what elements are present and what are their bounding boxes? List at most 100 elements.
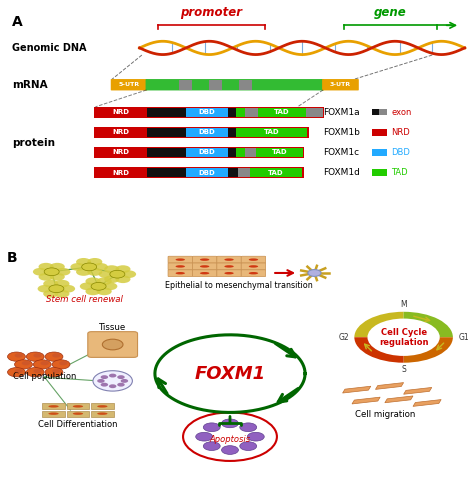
Circle shape [38, 273, 54, 281]
Text: G2: G2 [339, 333, 350, 342]
Circle shape [117, 375, 125, 379]
Circle shape [76, 268, 91, 276]
Text: NRD: NRD [112, 170, 129, 176]
Ellipse shape [73, 405, 83, 407]
Ellipse shape [249, 265, 258, 268]
Bar [67, 411, 89, 417]
Text: 5-UTR: 5-UTR [118, 82, 140, 87]
Circle shape [71, 263, 85, 271]
FancyBboxPatch shape [241, 256, 265, 263]
FancyBboxPatch shape [192, 270, 217, 277]
Circle shape [52, 369, 61, 373]
Circle shape [102, 283, 118, 290]
Circle shape [100, 383, 108, 387]
Circle shape [8, 352, 26, 361]
Bar [245, 148, 256, 157]
Circle shape [247, 432, 264, 441]
Circle shape [82, 263, 97, 271]
Circle shape [60, 285, 75, 293]
FancyBboxPatch shape [241, 263, 265, 270]
FancyBboxPatch shape [241, 270, 265, 277]
Bar [372, 169, 387, 176]
Text: Genomic DNA: Genomic DNA [12, 43, 86, 53]
Circle shape [55, 280, 70, 288]
Text: DBD: DBD [392, 148, 410, 157]
Text: DBD: DBD [199, 170, 215, 176]
Ellipse shape [249, 272, 258, 274]
Circle shape [93, 263, 108, 271]
Bar [228, 148, 236, 157]
Circle shape [240, 423, 257, 432]
Polygon shape [385, 396, 413, 403]
Circle shape [104, 275, 119, 283]
Bar [93, 147, 304, 158]
Circle shape [27, 368, 44, 377]
Bar [245, 107, 257, 117]
Circle shape [221, 446, 238, 454]
Polygon shape [343, 386, 371, 393]
Wedge shape [355, 312, 404, 337]
Bar [95, 128, 146, 137]
Text: mRNA: mRNA [12, 80, 47, 90]
Circle shape [110, 270, 125, 278]
Circle shape [45, 352, 63, 361]
Circle shape [117, 383, 125, 387]
Bar [146, 128, 186, 137]
Text: NRD: NRD [112, 129, 129, 135]
Ellipse shape [97, 412, 108, 415]
Ellipse shape [200, 272, 210, 274]
Bar [93, 127, 309, 138]
Circle shape [109, 384, 117, 388]
Bar [93, 106, 324, 117]
Text: Cell migration: Cell migration [355, 410, 415, 419]
Wedge shape [404, 312, 453, 337]
Bar [95, 107, 146, 117]
Circle shape [43, 280, 58, 288]
Text: TAD: TAD [392, 168, 408, 177]
Ellipse shape [175, 258, 185, 261]
Circle shape [33, 268, 48, 276]
Ellipse shape [224, 258, 234, 261]
Circle shape [97, 277, 112, 285]
Circle shape [15, 353, 23, 357]
Bar [95, 148, 146, 157]
Bar [91, 403, 114, 409]
Text: Stem cell renewal: Stem cell renewal [46, 295, 123, 304]
Text: NRD: NRD [112, 149, 129, 155]
Text: TAD: TAD [274, 109, 290, 115]
Bar [93, 167, 303, 178]
Bar [228, 168, 238, 177]
Circle shape [52, 360, 70, 369]
Text: TAD: TAD [272, 149, 287, 155]
Text: gene: gene [374, 6, 407, 19]
FancyBboxPatch shape [322, 79, 359, 91]
Text: Tissue: Tissue [99, 323, 126, 332]
Bar [146, 107, 186, 117]
Ellipse shape [48, 405, 59, 407]
Bar [67, 403, 89, 409]
Circle shape [221, 419, 238, 428]
Bar [250, 168, 301, 177]
Circle shape [203, 442, 220, 450]
FancyBboxPatch shape [217, 256, 241, 263]
Circle shape [196, 432, 213, 441]
Ellipse shape [73, 412, 83, 415]
Ellipse shape [48, 412, 59, 415]
Text: FOXM1b: FOXM1b [323, 128, 360, 137]
Wedge shape [404, 337, 453, 363]
Wedge shape [355, 337, 404, 363]
Circle shape [55, 290, 70, 297]
Bar [91, 411, 114, 417]
Bar [372, 109, 379, 115]
Ellipse shape [175, 272, 185, 274]
Circle shape [80, 283, 95, 290]
Circle shape [50, 273, 65, 281]
Text: M: M [401, 300, 407, 309]
FancyBboxPatch shape [111, 79, 147, 91]
Polygon shape [413, 399, 441, 406]
Circle shape [33, 353, 42, 357]
FancyBboxPatch shape [88, 332, 137, 357]
Bar [186, 148, 228, 157]
Text: exon: exon [392, 107, 412, 116]
Bar [179, 80, 192, 90]
